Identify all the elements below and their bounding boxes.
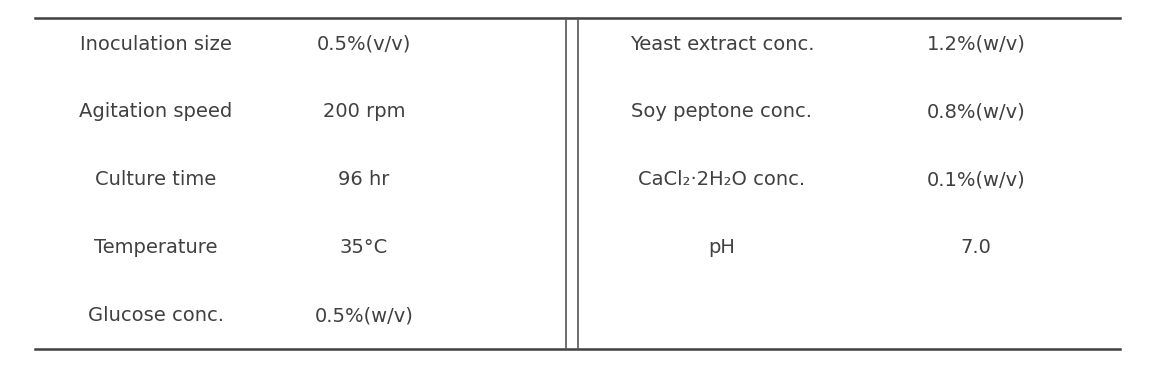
Text: Soy peptone conc.: Soy peptone conc. (632, 102, 812, 121)
Text: 200 rpm: 200 rpm (322, 102, 405, 121)
Text: 0.5%(w/v): 0.5%(w/v) (314, 306, 413, 325)
Text: 1.2%(w/v): 1.2%(w/v) (926, 34, 1026, 54)
Text: 35°C: 35°C (340, 238, 388, 257)
Text: 0.5%(v/v): 0.5%(v/v) (316, 34, 411, 54)
Text: Yeast extract conc.: Yeast extract conc. (629, 34, 814, 54)
Text: 96 hr: 96 hr (338, 170, 389, 189)
Text: Inoculation size: Inoculation size (80, 34, 232, 54)
Text: 0.1%(w/v): 0.1%(w/v) (926, 170, 1026, 189)
Text: 0.8%(w/v): 0.8%(w/v) (926, 102, 1026, 121)
Text: Agitation speed: Agitation speed (80, 102, 232, 121)
Text: Glucose conc.: Glucose conc. (88, 306, 224, 325)
Text: Culture time: Culture time (96, 170, 216, 189)
Text: 7.0: 7.0 (961, 238, 991, 257)
Text: Temperature: Temperature (95, 238, 217, 257)
Text: CaCl₂·2H₂O conc.: CaCl₂·2H₂O conc. (639, 170, 805, 189)
Text: pH: pH (708, 238, 736, 257)
